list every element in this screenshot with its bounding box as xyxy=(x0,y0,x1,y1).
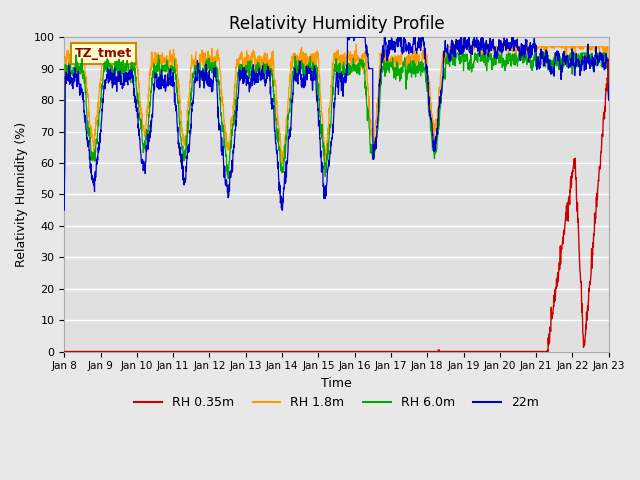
X-axis label: Time: Time xyxy=(321,377,352,390)
Text: TZ_tmet: TZ_tmet xyxy=(75,47,132,60)
Y-axis label: Relativity Humidity (%): Relativity Humidity (%) xyxy=(15,122,28,267)
Title: Relativity Humidity Profile: Relativity Humidity Profile xyxy=(228,15,444,33)
Legend: RH 0.35m, RH 1.8m, RH 6.0m, 22m: RH 0.35m, RH 1.8m, RH 6.0m, 22m xyxy=(129,391,544,414)
